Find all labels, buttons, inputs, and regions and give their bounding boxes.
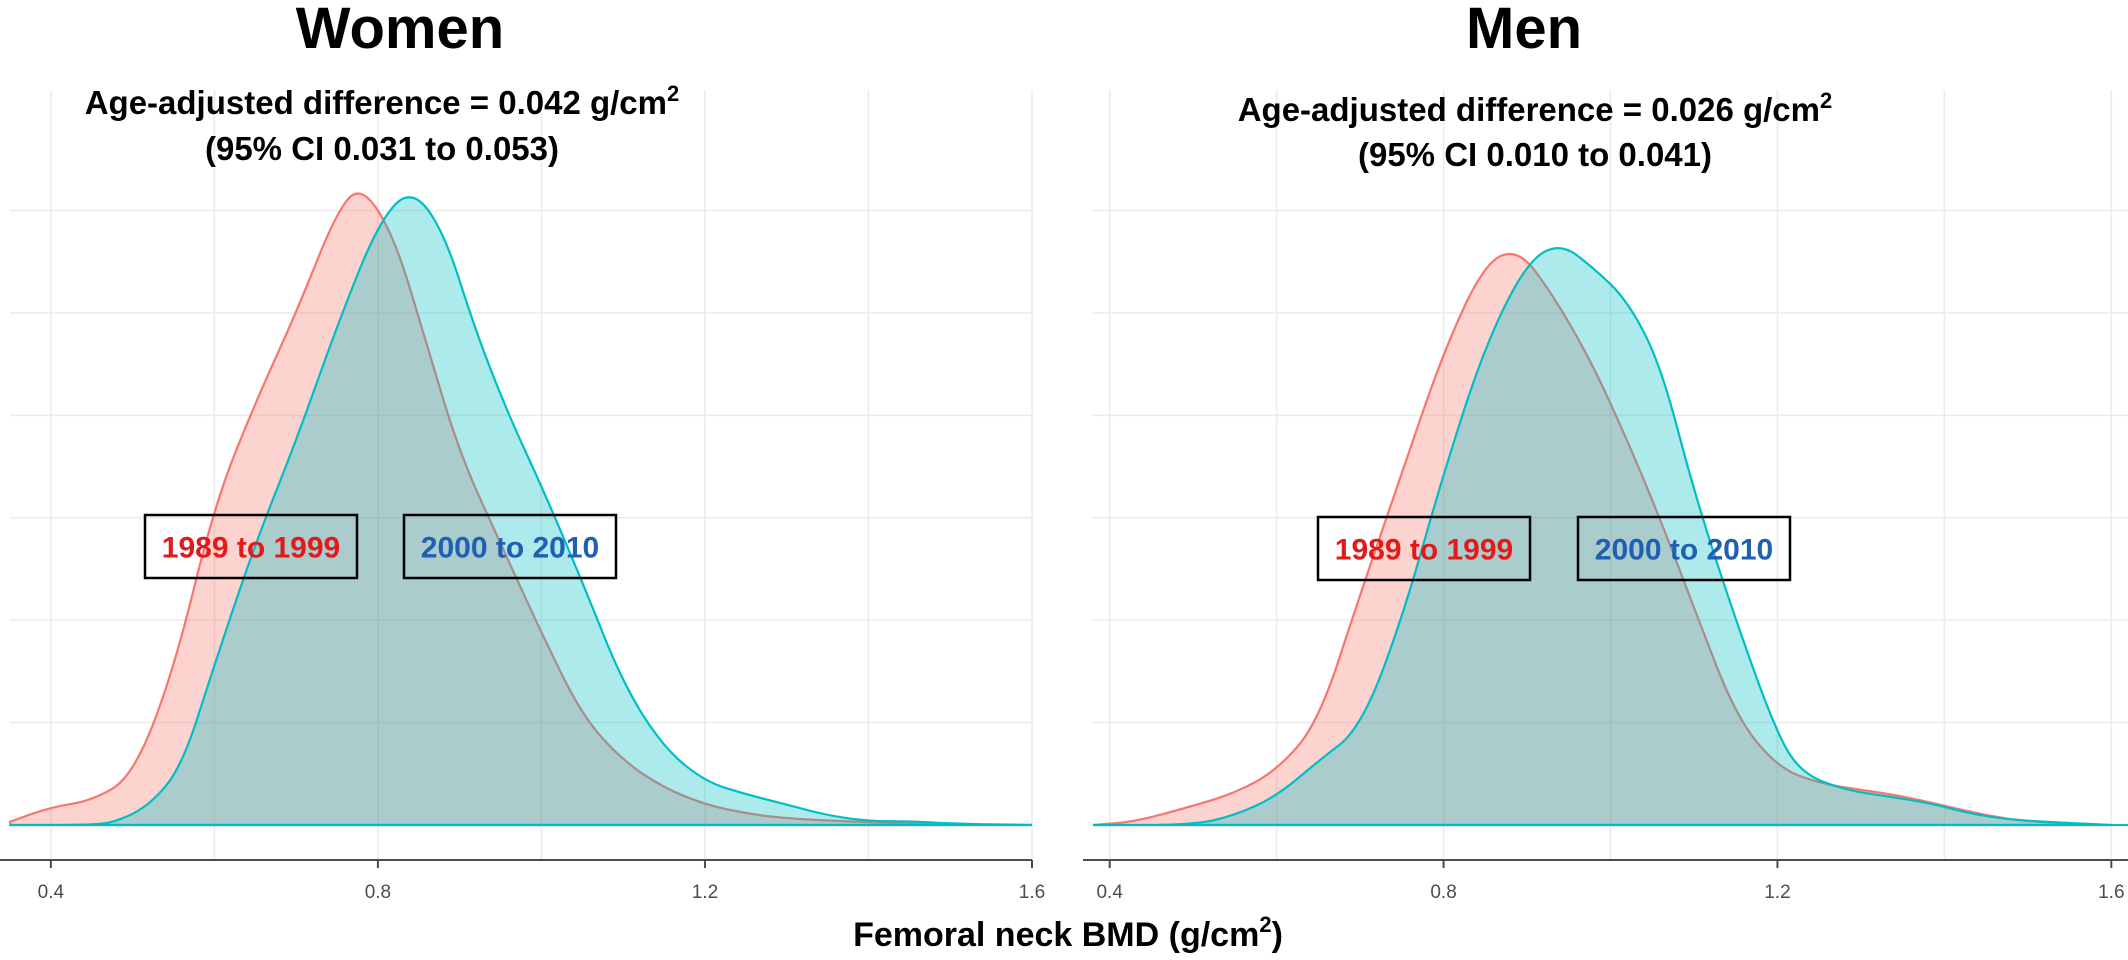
x-tick-label: 1.6 — [2098, 882, 2124, 903]
series-label-1989-1999: 1989 to 1999 — [1335, 534, 1513, 567]
density-areas-men — [1092, 247, 2128, 827]
x-tick-label: 0.4 — [1096, 882, 1123, 903]
x-tick-label: 0.8 — [365, 882, 391, 903]
x-tick-label: 0.4 — [38, 882, 65, 903]
series-labels-men: 1989 to 1999 2000 to 2010 — [1316, 515, 1792, 582]
x-tick-label: 1.2 — [1764, 882, 1790, 903]
x-tick-label: 1.6 — [1019, 882, 1045, 903]
x-ticks-women: 0.4 0.8 1.2 1.6 — [38, 860, 1045, 903]
density-area-1989-1999 — [1092, 252, 2112, 827]
annotation-line2-women: (95% CI 0.031 to 0.053) — [205, 130, 559, 167]
series-label-2000-2010: 2000 to 2010 — [421, 532, 599, 565]
annotation-line1-women: Age-adjusted difference = 0.042 g/cm2 — [85, 81, 680, 121]
series-label-box — [143, 513, 359, 580]
series-label-1989-1999: 1989 to 1999 — [162, 532, 340, 565]
annotation-line2-men: (95% CI 0.010 to 0.041) — [1358, 136, 1712, 173]
x-tick-label: 0.8 — [1430, 882, 1456, 903]
series-label-2000-2010: 2000 to 2010 — [1595, 534, 1773, 567]
series-label-box — [1316, 515, 1532, 582]
density-areas-women — [8, 192, 1033, 827]
series-labels-women: 1989 to 1999 2000 to 2010 — [143, 513, 618, 580]
density-area-1989-1999 — [8, 192, 1033, 827]
panel-women: 0.4 0.8 1.2 1.6 1989 to 1999 2000 to 2010 Wo… — [0, 0, 1045, 903]
x-ticks-men: 0.4 0.8 1.2 1.6 — [1096, 860, 2125, 903]
x-axis-label: Femoral neck BMD (g/cm2) — [853, 912, 1283, 954]
series-label-box — [402, 513, 618, 580]
grid-women — [10, 90, 1033, 860]
density-area-2000-2010 — [1093, 247, 2112, 827]
panel-title-women: Women — [296, 0, 504, 61]
annotation-line1-men: Age-adjusted difference = 0.026 g/cm2 — [1238, 88, 1833, 128]
x-tick-label: 1.2 — [692, 882, 718, 903]
series-label-box — [1576, 515, 1792, 582]
density-area-2000-2010 — [10, 196, 1033, 827]
panel-men: 0.4 0.8 1.2 1.6 1989 to 1999 2000 to 2010 Me… — [1083, 0, 2128, 903]
panel-title-men: Men — [1466, 0, 1582, 61]
